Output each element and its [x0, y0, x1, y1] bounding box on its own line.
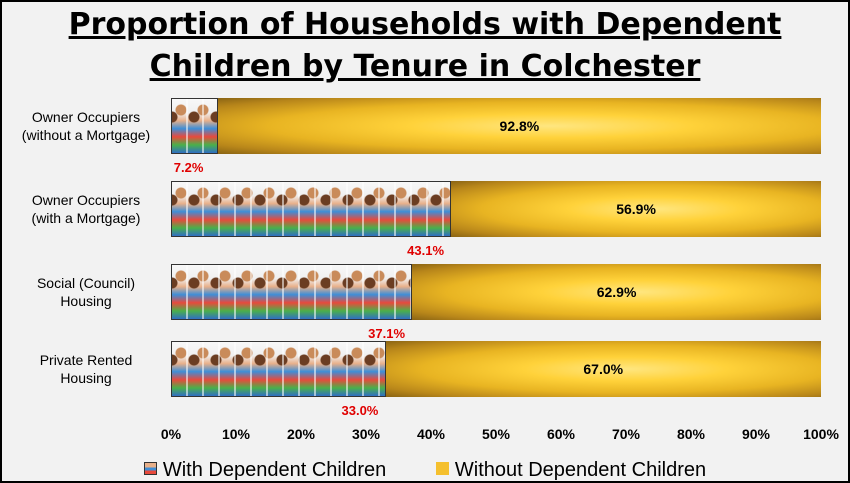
legend-swatch-with: [143, 462, 157, 476]
data-label-without: 67.0%: [583, 361, 624, 377]
x-tick-label: 70%: [611, 426, 641, 442]
x-tick-label: 80%: [676, 426, 706, 442]
x-tick-label: 0%: [160, 426, 182, 442]
bar-without-dependent-children: [217, 98, 821, 154]
category-label-line: Owner Occupiers: [31, 109, 141, 125]
legend-label-without: Without Dependent Children: [454, 459, 707, 481]
legend-item-without: Without Dependent Children: [435, 458, 707, 482]
x-tick-label: 10%: [221, 426, 251, 442]
x-tick-label: 100%: [803, 426, 839, 442]
bar-without-dependent-children: [451, 181, 821, 237]
bar-with-dependent-children: [171, 98, 218, 154]
x-tick-label: 60%: [546, 426, 576, 442]
category-label-line: Social (Council): [36, 275, 136, 291]
category-label-line: Private Rented: [39, 352, 133, 368]
category-label-line: (with a Mortgage): [31, 210, 141, 226]
data-label-without: 56.9%: [616, 201, 656, 217]
legend: With Dependent Children Without Dependen…: [2, 458, 848, 482]
data-label-without: 62.9%: [596, 284, 637, 300]
bar-without-dependent-children: [385, 341, 821, 397]
data-label-with: 43.1%: [407, 243, 445, 258]
category-label: Owner Occupiers (with a Mortgage): [6, 191, 166, 227]
legend-swatch-without: [435, 462, 449, 476]
category-label-line: Housing: [60, 370, 112, 386]
category-label: Owner Occupiers (without a Mortgage): [6, 108, 166, 144]
legend-label-with: With Dependent Children: [162, 459, 387, 481]
x-tick-label: 50%: [481, 426, 511, 442]
legend-item-with: With Dependent Children: [143, 458, 387, 482]
category-label: Private Rented Housing: [6, 351, 166, 387]
data-label-with: 7.2%: [173, 160, 204, 175]
data-label-with: 33.0%: [341, 403, 379, 418]
bar-with-dependent-children: [171, 181, 452, 237]
bar-with-dependent-children: [171, 341, 386, 397]
category-label-line: Housing: [60, 293, 112, 309]
data-label-without: 92.8%: [499, 118, 540, 134]
x-tick-label: 30%: [351, 426, 381, 442]
category-label-line: (without a Mortgage): [21, 127, 151, 143]
chart-title: Proportion of Households with Dependent …: [68, 7, 782, 84]
x-tick-label: 40%: [416, 426, 446, 442]
data-label-with: 37.1%: [368, 326, 406, 341]
bar-without-dependent-children: [412, 264, 821, 320]
category-label-line: Owner Occupiers: [31, 192, 141, 208]
category-label: Social (Council) Housing: [6, 274, 166, 310]
bar-with-dependent-children: [171, 264, 413, 320]
x-tick-label: 90%: [741, 426, 771, 442]
x-tick-label: 20%: [286, 426, 316, 442]
